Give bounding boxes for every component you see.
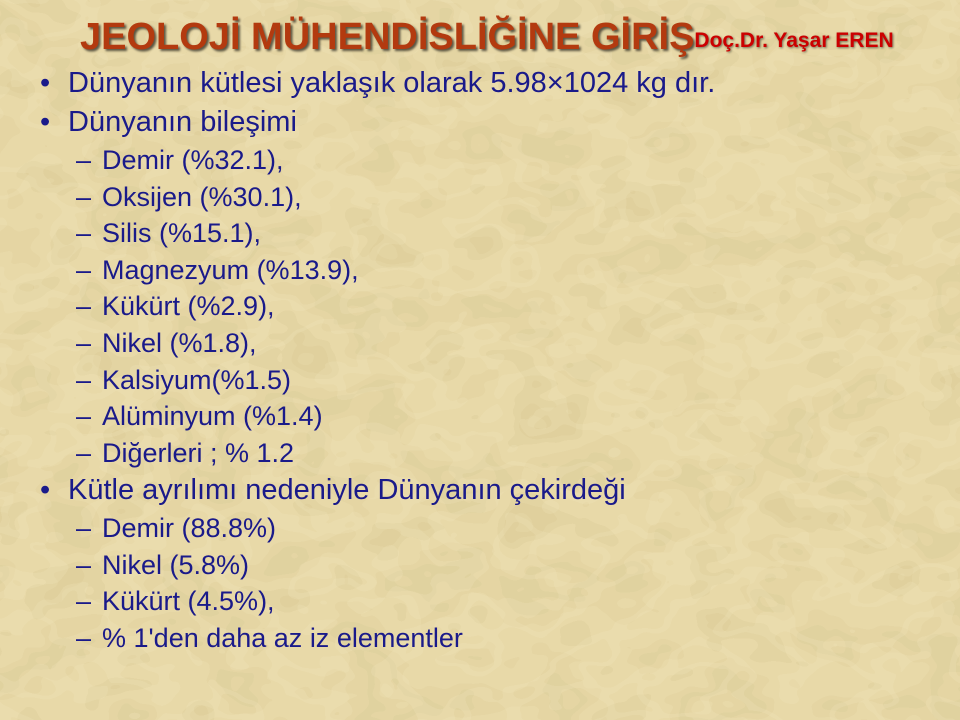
bullet-text: Dünyanın kütlesi yaklaşık olarak 5.98×10…	[68, 67, 715, 99]
sub-bullet-text: Nikel (%1.8),	[102, 328, 257, 358]
bullet-item: Dünyanın kütlesi yaklaşık olarak 5.98×10…	[40, 65, 920, 102]
sub-bullet-item: % 1'den daha az iz elementler	[76, 621, 920, 656]
sub-bullet-item: Silis (%15.1),	[76, 216, 920, 251]
title-row: JEOLOJİ MÜHENDİSLİĞİNE GİRİŞ Doç.Dr. Yaş…	[80, 16, 920, 59]
sub-bullet-text: Demir (88.8%)	[102, 513, 276, 543]
slide: JEOLOJİ MÜHENDİSLİĞİNE GİRİŞ Doç.Dr. Yaş…	[0, 0, 960, 720]
sub-bullet-text: Diğerleri ; % 1.2	[102, 438, 294, 468]
sub-bullet-item: Kükürt (4.5%),	[76, 584, 920, 619]
sub-bullet-item: Alüminyum (%1.4)	[76, 399, 920, 434]
sub-bullet-item: Demir (%32.1),	[76, 143, 920, 178]
sub-bullet-list: Demir (88.8%) Nikel (5.8%) Kükürt (4.5%),%…	[76, 511, 920, 655]
sub-bullet-item: Kükürt (%2.9),	[76, 289, 920, 324]
bullet-item: Kütle ayrılımı nedeniyle Dünyanın çekird…	[40, 472, 920, 509]
sub-bullet-text: Oksijen (%30.1),	[102, 182, 302, 212]
sub-bullet-text: Alüminyum (%1.4)	[102, 401, 323, 431]
sub-bullet-item: Diğerleri ; % 1.2	[76, 436, 920, 471]
sub-bullet-text: % 1'den daha az iz elementler	[102, 623, 463, 653]
sub-bullet-item: Nikel (%1.8),	[76, 326, 920, 361]
sub-bullet-text: Kükürt (4.5%),	[102, 586, 275, 616]
slide-title: JEOLOJİ MÜHENDİSLİĞİNE GİRİŞ	[80, 16, 694, 59]
sub-bullet-item: Nikel (5.8%)	[76, 548, 920, 583]
bullet-text: Kütle ayrılımı nedeniyle Dünyanın çekird…	[68, 474, 626, 506]
slide-content: JEOLOJİ MÜHENDİSLİĞİNE GİRİŞ Doç.Dr. Yaş…	[0, 0, 960, 697]
bullet-text: Dünyanın bileşimi	[68, 106, 297, 138]
bullet-list: Dünyanın kütlesi yaklaşık olarak 5.98×10…	[40, 65, 920, 655]
sub-bullet-item: Demir (88.8%)	[76, 511, 920, 546]
sub-bullet-item: Magnezyum (%13.9),	[76, 253, 920, 288]
sub-bullet-text: Nikel (5.8%)	[102, 550, 249, 580]
sub-bullet-text: Kükürt (%2.9),	[102, 291, 275, 321]
sub-bullet-list: Demir (%32.1), Oksijen (%30.1), Silis (%15…	[76, 143, 920, 470]
sub-bullet-text: Kalsiyum(%1.5)	[102, 365, 291, 395]
slide-subtitle: Doç.Dr. Yaşar EREN	[694, 29, 893, 53]
sub-bullet-item: Oksijen (%30.1),	[76, 180, 920, 215]
sub-bullet-text: Silis (%15.1),	[102, 218, 261, 248]
sub-bullet-text: Demir (%32.1),	[102, 145, 284, 175]
sub-bullet-item: Kalsiyum(%1.5)	[76, 363, 920, 398]
sub-bullet-text: Magnezyum (%13.9),	[102, 255, 359, 285]
bullet-item: Dünyanın bileşimi	[40, 104, 920, 141]
